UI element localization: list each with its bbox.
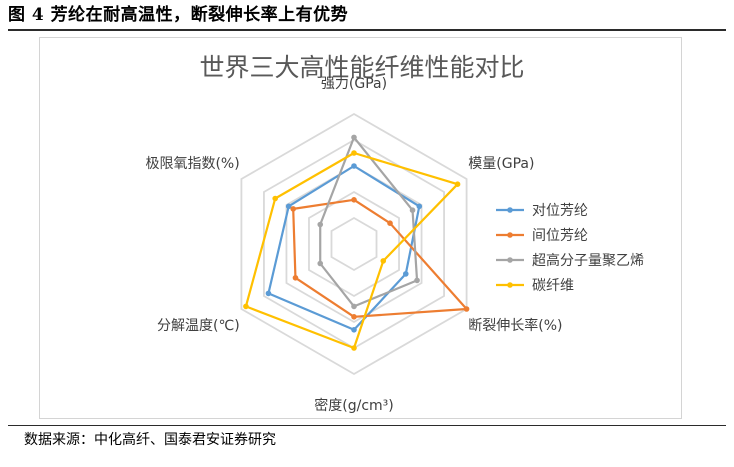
axis-label: 强力(GPa) [321, 76, 387, 92]
data-point [285, 203, 292, 210]
legend-label: 对位芳纶 [532, 202, 588, 219]
series-0 [265, 163, 423, 333]
legend-marker [507, 232, 513, 238]
radar-series [243, 134, 470, 351]
title-rule [8, 29, 726, 31]
data-point [463, 306, 470, 312]
axis-label: 极限氧指数(%) [145, 156, 239, 172]
data-point [265, 290, 272, 297]
legend-item: 间位芳纶 [496, 227, 588, 244]
grid-ring [330, 216, 378, 272]
axis-label: 模量(GPa) [468, 156, 534, 172]
data-point [351, 345, 357, 351]
legend-label: 超高分子量聚乙烯 [532, 252, 644, 269]
data-point [351, 197, 357, 203]
data-point [351, 327, 357, 333]
grid-ring [240, 112, 468, 376]
data-point [380, 258, 387, 264]
legend-marker [507, 207, 513, 213]
series-3 [243, 150, 461, 351]
data-point [409, 207, 416, 213]
data-point [243, 303, 249, 310]
legend-marker [507, 257, 513, 263]
legend-item: 碳纤维 [496, 278, 574, 294]
data-point [317, 221, 324, 228]
source-rule [8, 425, 726, 426]
data-point [351, 163, 357, 169]
data-point [317, 260, 324, 267]
data-point [387, 220, 393, 226]
data-point [454, 181, 461, 187]
data-point [402, 271, 409, 277]
legend-marker [507, 282, 513, 288]
data-point [351, 303, 357, 310]
legend-item: 对位芳纶 [496, 202, 588, 219]
legend-label: 碳纤维 [532, 278, 574, 294]
series-2 [317, 134, 420, 310]
axis-labels: 强力(GPa) 模量(GPa) 断裂伸长率(%) 密度(g/cm³) 分解温度(℃) 极限… [145, 76, 562, 414]
data-point [272, 195, 278, 202]
series-1 [290, 197, 470, 320]
grid-ring [308, 190, 400, 298]
axis-label: 密度(g/cm³) [314, 397, 393, 414]
data-point [290, 206, 297, 212]
source-note: 数据来源：中化高纤、国泰君安证券研究 [24, 432, 276, 448]
chart-frame [39, 37, 682, 419]
data-point [351, 314, 357, 320]
legend-item: 超高分子量聚乙烯 [496, 252, 644, 269]
data-point [351, 134, 357, 141]
data-point [292, 275, 299, 281]
axis-label: 断裂伸长率(%) [468, 317, 562, 334]
figure-title: 图 4 芳纶在耐高温性，断裂伸长率上有优势 [8, 5, 349, 25]
chart-title: 世界三大高性能纤维性能对比 [199, 53, 524, 82]
axis-label: 分解温度(℃) [157, 318, 240, 334]
grid-ring [285, 164, 423, 324]
data-point [351, 150, 357, 156]
data-point [414, 277, 420, 284]
series-line [319, 136, 419, 308]
legend-label: 间位芳纶 [532, 227, 588, 244]
data-point [416, 203, 423, 210]
